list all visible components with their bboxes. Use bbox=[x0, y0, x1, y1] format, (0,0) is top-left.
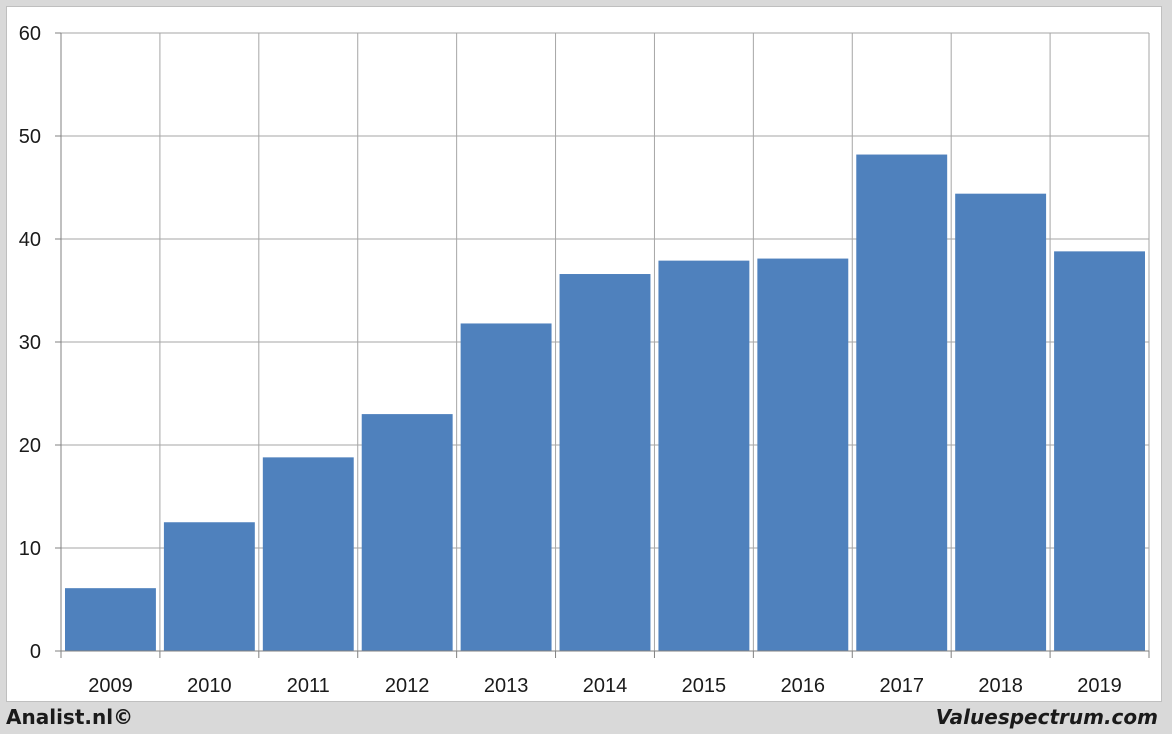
y-tick-label: 10 bbox=[19, 538, 41, 560]
x-tick-label: 2012 bbox=[385, 675, 430, 697]
bar-2015 bbox=[658, 260, 750, 651]
y-tick-label: 40 bbox=[19, 229, 41, 251]
x-tick-label: 2018 bbox=[978, 675, 1023, 697]
y-tick-label: 30 bbox=[19, 332, 41, 354]
bar-2012 bbox=[361, 414, 453, 651]
bar-2009 bbox=[65, 588, 156, 651]
x-tick-label: 2019 bbox=[1077, 675, 1122, 697]
footer-copyright: Analist.nl© bbox=[6, 705, 134, 729]
bar-2011 bbox=[262, 457, 354, 651]
y-tick-label: 20 bbox=[19, 435, 41, 457]
y-tick-labels: 0 10 20 30 40 50 60 bbox=[19, 23, 41, 663]
bar-2018 bbox=[955, 193, 1047, 651]
bar-2014 bbox=[559, 274, 651, 651]
axes bbox=[55, 32, 1150, 658]
x-tick-label: 2016 bbox=[781, 675, 826, 697]
footer-source: Valuespectrum.com bbox=[935, 705, 1158, 729]
bar-2013 bbox=[460, 323, 552, 651]
bars bbox=[65, 154, 1145, 652]
bar-2016 bbox=[757, 258, 849, 651]
x-tick-label: 2015 bbox=[682, 675, 727, 697]
bar-2010 bbox=[163, 522, 255, 651]
x-tick-labels: 2009 2010 2011 2012 2013 2014 2015 2016 2017 2018… bbox=[88, 675, 1122, 697]
x-tick-label: 2009 bbox=[88, 675, 133, 697]
y-tick-label: 50 bbox=[19, 126, 41, 148]
y-tick-label: 60 bbox=[19, 23, 41, 45]
x-tick-label: 2010 bbox=[187, 675, 232, 697]
x-tick-label: 2013 bbox=[484, 675, 529, 697]
bar-2019 bbox=[1054, 251, 1145, 652]
bar-2017 bbox=[856, 154, 948, 652]
x-tick-label: 2017 bbox=[879, 675, 924, 697]
y-tick-label: 0 bbox=[30, 641, 41, 663]
x-tick-label: 2011 bbox=[287, 675, 330, 697]
x-tick-label: 2014 bbox=[583, 675, 628, 697]
